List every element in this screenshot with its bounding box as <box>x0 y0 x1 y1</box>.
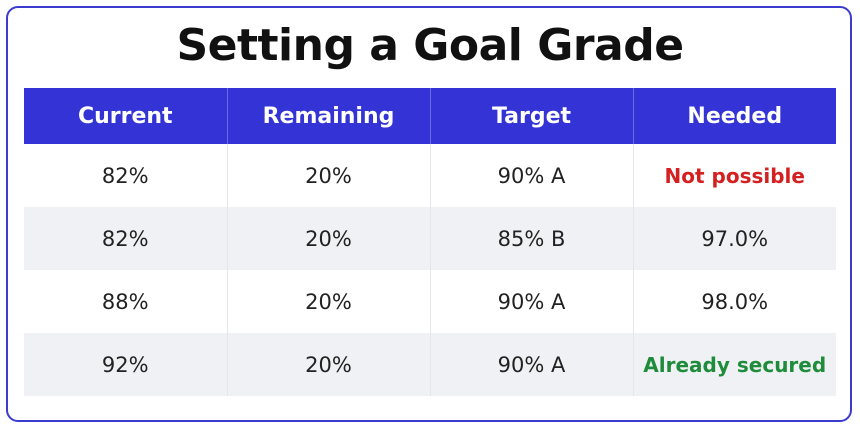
cell-remaining: 20% <box>227 333 431 396</box>
header-current: Current <box>24 88 228 144</box>
header-remaining: Remaining <box>227 88 431 144</box>
table-row: 92% 20% 90% A Already secured <box>24 333 836 396</box>
table-row: 82% 20% 85% B 97.0% <box>24 207 836 270</box>
cell-current: 82% <box>24 144 228 207</box>
cell-needed-already-secured: Already secured <box>633 333 836 396</box>
cell-target: 85% B <box>430 207 634 270</box>
table-header-row: Current Remaining Target Needed <box>24 88 836 144</box>
page-title: Setting a Goal Grade <box>176 20 684 71</box>
header-target: Target <box>430 88 634 144</box>
cell-target: 90% A <box>430 144 634 207</box>
header-needed: Needed <box>633 88 836 144</box>
cell-needed: 98.0% <box>633 270 836 333</box>
cell-remaining: 20% <box>227 144 431 207</box>
table-row: 82% 20% 90% A Not possible <box>24 144 836 207</box>
cell-needed: 97.0% <box>633 207 836 270</box>
cell-needed-not-possible: Not possible <box>633 144 836 207</box>
table-row: 88% 20% 90% A 98.0% <box>24 270 836 333</box>
cell-remaining: 20% <box>227 207 431 270</box>
cell-current: 82% <box>24 207 228 270</box>
cell-remaining: 20% <box>227 270 431 333</box>
goal-grade-table: Current Remaining Target Needed 82% 20% … <box>24 88 836 396</box>
cell-current: 92% <box>24 333 228 396</box>
cell-target: 90% A <box>430 333 634 396</box>
cell-current: 88% <box>24 270 228 333</box>
cell-target: 90% A <box>430 270 634 333</box>
